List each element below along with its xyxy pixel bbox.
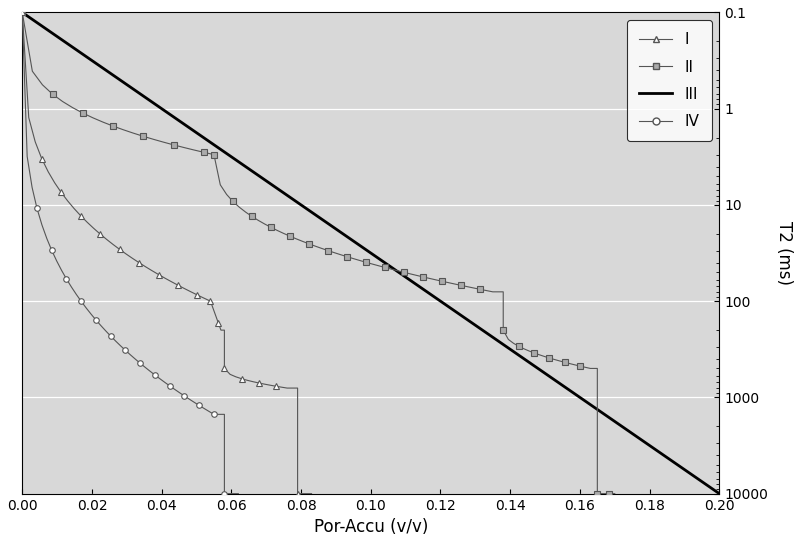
III	[650, 445, 659, 452]
III	[20, 11, 30, 17]
Y-axis label: T2 (ms): T2 (ms)	[775, 221, 793, 285]
III	[714, 490, 724, 497]
III	[605, 415, 614, 421]
X-axis label: Por-Accu (v/v): Por-Accu (v/v)	[314, 518, 428, 536]
Line: III: III	[22, 12, 719, 494]
III	[18, 9, 27, 16]
III	[430, 294, 440, 301]
Legend: I, II, III, IV: I, II, III, IV	[626, 20, 712, 141]
III	[444, 304, 454, 310]
III	[433, 295, 442, 302]
